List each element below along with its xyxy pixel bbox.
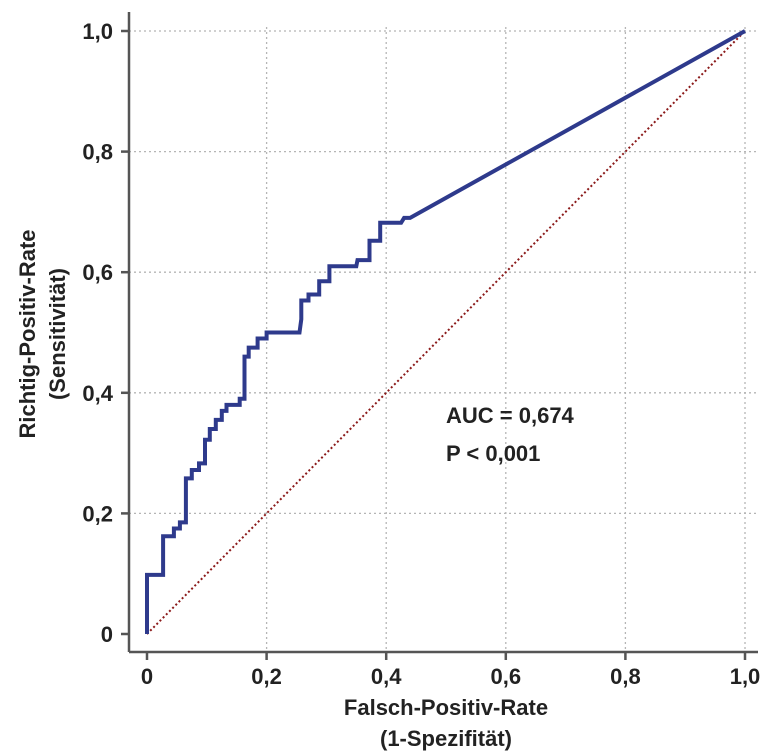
series	[145, 29, 746, 635]
x-tick-label: 1,0	[730, 664, 761, 689]
grid	[129, 27, 758, 652]
y-tick-label: 1,0	[82, 19, 113, 44]
y-axis-label-line2: (Sensitivität)	[45, 268, 70, 400]
roc-curve-line	[145, 29, 746, 634]
y-tick-label: 0	[101, 622, 113, 647]
annotation-p-value: P < 0,001	[446, 441, 540, 466]
y-tick-label: 0,6	[82, 260, 113, 285]
annotation-auc: AUC = 0,674	[446, 403, 575, 428]
x-axis-label-line2: (1-Spezifität)	[380, 726, 512, 751]
x-tick-label: 0	[141, 664, 153, 689]
axes	[127, 12, 758, 654]
x-tick-label: 0,4	[371, 664, 402, 689]
x-tick-label: 0,2	[251, 664, 282, 689]
y-tick-label: 0,2	[82, 501, 113, 526]
y-axis-label-line1: Richtig-Positiv-Rate	[15, 229, 40, 438]
y-tick-label: 0,8	[82, 140, 113, 165]
ticks: 0 0,2 0,4 0,6 0,8 1,0 0 0,2 0,4 0,6 0,8 1,0	[82, 19, 760, 689]
y-tick-label: 0,4	[82, 381, 113, 406]
x-tick-label: 0,8	[610, 664, 641, 689]
x-tick-label: 0,6	[491, 664, 522, 689]
x-axis-label-line1: Falsch-Positiv-Rate	[344, 695, 548, 720]
reference-diagonal-line	[146, 30, 746, 635]
